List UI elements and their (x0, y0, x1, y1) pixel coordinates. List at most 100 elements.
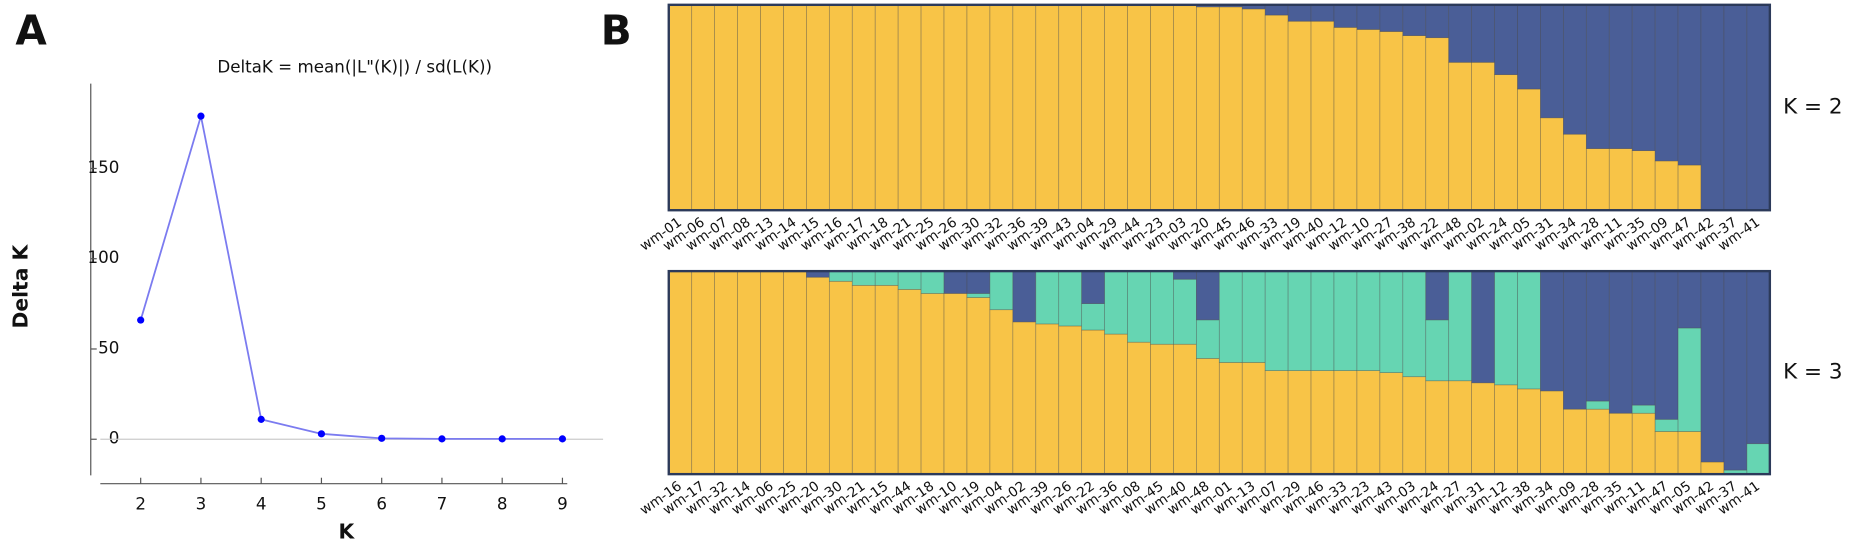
bar-segment (1677, 270, 1702, 329)
bar-segment (920, 293, 945, 475)
bar-segment (1540, 117, 1564, 211)
bar-segment (1058, 4, 1083, 211)
bar-segment (1677, 327, 1702, 432)
bar-segment (1654, 270, 1679, 420)
bar-segment (783, 270, 807, 475)
bar-segment (1563, 133, 1587, 211)
bar-segment (1287, 370, 1312, 475)
bar-segment (1173, 4, 1197, 211)
bar-segment (1310, 20, 1335, 211)
bar-segment (1677, 431, 1702, 475)
bar-segment (1494, 270, 1518, 386)
x-axis-label: K (338, 520, 355, 544)
bar-segment (1700, 461, 1725, 475)
bar-segment (1540, 270, 1564, 392)
bar-segment (1631, 150, 1656, 211)
bar-segment (1700, 4, 1725, 211)
bar-segment (1127, 4, 1151, 211)
bar-segment (943, 4, 968, 211)
bar-segment (668, 270, 693, 475)
data-point (498, 435, 506, 443)
bar-segment (1494, 384, 1518, 475)
bar-segment (1379, 270, 1404, 373)
bar-segment (1379, 4, 1404, 32)
bar-segment (1081, 4, 1105, 211)
bar-segment (943, 270, 968, 294)
bar-segment (1608, 4, 1633, 149)
bar-segment (1631, 270, 1656, 406)
bar-segment (1608, 148, 1633, 211)
bar-segment (1150, 270, 1174, 345)
bar-segment (1356, 29, 1381, 211)
y-tick-label: 150 (88, 157, 120, 177)
bar-segment (1654, 418, 1679, 432)
bar-segment (1264, 370, 1289, 475)
annotation: K = 2 (1783, 95, 1842, 120)
bar-segment (1356, 370, 1381, 475)
data-point (558, 435, 567, 443)
bar-segment (1333, 27, 1358, 211)
bar-segment (1425, 37, 1450, 211)
bar-segment (1494, 4, 1518, 76)
bar-segment (1517, 388, 1541, 475)
bar-segment (691, 270, 716, 475)
bar-segment (966, 270, 991, 294)
bar-segment (1631, 412, 1656, 475)
bar-segment (1517, 4, 1541, 90)
bar-segment (1196, 358, 1220, 475)
bar-segment (1448, 380, 1472, 475)
bar-segment (1608, 270, 1633, 414)
bar-segment (1677, 164, 1702, 211)
panel-label: A (15, 6, 47, 54)
bar-segment (1563, 270, 1587, 410)
x-tick-label: 7 (437, 494, 448, 514)
bar-segment (1585, 4, 1610, 149)
bar-segment (1218, 270, 1243, 363)
bar-segment (737, 4, 761, 211)
bar-segment (1310, 270, 1335, 371)
bar-segment (1425, 270, 1450, 321)
bar-segment (1700, 270, 1725, 463)
bar-segment (1677, 4, 1702, 166)
bar-segment (1104, 270, 1128, 335)
bar-segment (1471, 270, 1495, 384)
bar-segment (1563, 4, 1587, 135)
bar-segment (989, 4, 1014, 211)
bar-segment (1333, 4, 1358, 28)
panel-label: B (601, 6, 632, 54)
bar-segment (1264, 270, 1289, 371)
bar-segment (1585, 400, 1610, 410)
bar-segment (806, 276, 830, 475)
bar-segment (1654, 160, 1679, 211)
bar-segment (1631, 4, 1656, 152)
bar-segment (1746, 270, 1771, 445)
bar-segment (1058, 270, 1083, 327)
bar-segment (1494, 74, 1518, 211)
y-tick-label: 100 (88, 247, 120, 267)
bar-segment (1310, 4, 1335, 22)
bar-segment (1333, 370, 1358, 475)
bar-segment (1196, 270, 1220, 321)
bar-segment (1196, 319, 1220, 359)
bar-segment (828, 270, 853, 282)
bar-segment (1425, 319, 1450, 382)
bar-segment (1517, 270, 1541, 390)
bar-segment (1540, 390, 1564, 475)
data-point (317, 430, 326, 438)
x-tick-label: 2 (135, 494, 146, 514)
data-point (197, 112, 205, 120)
y-tick-label: 50 (98, 337, 119, 357)
bar-segment (897, 270, 922, 290)
plot-frame (667, 3, 1772, 212)
bar-segment (1563, 408, 1587, 475)
bar-segment (828, 4, 853, 211)
bar-segment (1654, 4, 1679, 162)
chart-title: DeltaK = mean(|L"(K)|) / sd(L(K)) (217, 57, 492, 77)
bar-segment (1012, 4, 1037, 211)
bar-segment (1402, 35, 1427, 211)
bar-segment (1723, 270, 1748, 471)
bar-segment (668, 4, 693, 211)
bar-segment (1081, 270, 1105, 304)
bar-segment (1173, 270, 1197, 280)
